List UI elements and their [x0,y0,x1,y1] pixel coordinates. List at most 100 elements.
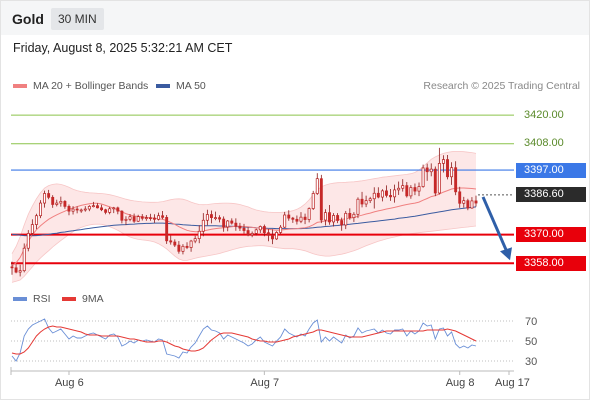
legend-ma20-label: MA 20 + Bollinger Bands [33,80,149,92]
candle-body [165,217,169,242]
price-tag-resistance: 3408.00 [524,137,564,150]
candle-body [271,234,274,240]
candle-body [218,217,222,220]
candle-body [360,198,364,205]
candle-body [71,208,75,212]
candle-body [87,206,91,210]
forecast-arrow-shaft [481,196,510,255]
candle-body [181,245,185,252]
candle-body [380,190,384,198]
candle-body [177,244,181,252]
candle-body [446,159,449,178]
candle-body [332,215,335,223]
candle-body [454,167,458,193]
candle-body [128,216,132,220]
rsi-ma-swatch [62,297,76,301]
price-tag-resistance: 3420.00 [524,108,564,121]
candle-body [34,215,38,225]
forecast-arrow-head [500,247,512,261]
candle-body [112,207,116,210]
symbol-name: Gold [12,11,44,27]
candle-body [466,200,470,209]
candle-body [173,241,177,246]
candle-body [429,168,433,173]
research-credit: Research © 2025 Trading Central [423,80,580,92]
candle-body [51,196,55,205]
candle-body [295,218,299,222]
candle-body [230,220,234,224]
x-tick-label: Aug 8 [445,377,475,389]
candle-body [26,233,30,249]
candle-body [75,208,79,211]
candle-body [108,208,112,213]
candle-body [254,229,258,234]
candle-body [185,245,189,248]
candle-body [63,201,67,207]
rsi-tick-label: 30 [525,356,537,368]
candle-body [10,266,14,269]
candle-body [262,226,266,234]
legend-ma50-label: MA 50 [176,80,206,92]
candle-body [450,167,454,178]
ma20-swatch [13,84,27,88]
candle-body [234,222,238,227]
bollinger-lower-line [11,223,477,283]
bollinger-band-area [12,151,476,283]
candle-body [336,215,340,221]
candle-body [401,185,405,189]
candle-body [275,232,279,240]
candle-body [205,214,209,221]
bollinger-upper-line [11,151,477,254]
candle-body [55,202,59,205]
candle-body [258,226,262,231]
candle-body [352,213,356,218]
candle-body [136,216,140,222]
candle-body [91,205,95,208]
candle-body [279,226,283,233]
candle-body [189,240,193,248]
candle-body [14,267,18,273]
candle-body [43,193,47,204]
candle-body [193,238,197,242]
x-tick-label: Aug 7 [250,377,280,389]
candle-body [197,230,201,240]
candle-body [441,159,445,164]
candle-body [364,200,368,205]
candle-body [59,201,63,204]
candle-body [307,208,311,220]
legend-rsi-label: RSI [33,293,51,305]
legend-rsi-ma[interactable]: 9MA [62,293,104,305]
candle-body [348,212,352,218]
candle-body [161,215,165,218]
ma50-swatch [156,84,170,88]
x-tick-label: Aug 6 [54,377,84,389]
candle-body [311,193,315,209]
x-tick-label: Aug 17 [495,377,530,389]
candle-body [266,232,270,236]
candle-body [319,178,323,221]
candle-body [209,214,213,218]
legend-ma20[interactable]: MA 20 + Bollinger Bands [13,80,148,92]
price-tag-support: 3370.00 [516,227,586,243]
legend-rsi[interactable]: RSI [13,293,51,305]
rsi-tick-label: 50 [525,336,537,348]
candle-body [100,207,103,211]
candle-body [356,198,360,215]
candle-body [214,217,217,219]
candle-body [22,247,26,272]
legend-ma50[interactable]: MA 50 [156,80,206,92]
candle-body [425,167,429,173]
rsi-line [11,318,477,362]
candle-body [144,217,148,219]
candle-body [409,187,413,197]
timestamp: Friday, August 8, 2025 5:32:21 AM CET [13,41,233,55]
candle-body [393,189,397,198]
candle-body [315,178,319,194]
candle-body [303,216,307,220]
candle-body [124,218,128,221]
candle-body [340,220,344,226]
rsi-swatch [13,297,27,301]
candle-body [30,224,34,234]
timeframe-button[interactable]: 30 MIN [51,8,104,30]
